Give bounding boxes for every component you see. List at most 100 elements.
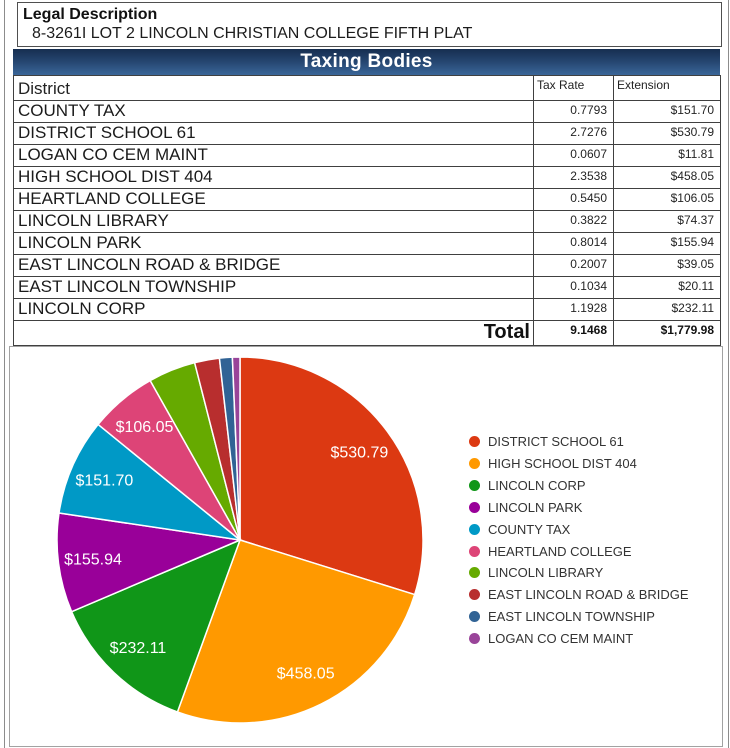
table-row: HEARTLAND COLLEGE 0.5450 $106.05 [13, 188, 721, 211]
cell-tax-rate: 0.0607 [533, 144, 614, 167]
cell-tax-rate: 1.1928 [533, 298, 614, 321]
legend-item: EAST LINCOLN TOWNSHIP [469, 606, 689, 628]
legend-item: LINCOLN PARK [469, 497, 689, 519]
pie-slice-label: $232.11 [110, 640, 167, 657]
pie-slice [176, 539, 416, 724]
page-frame [4, 0, 729, 748]
pie-slice [231, 356, 241, 541]
pie-slice-label: $155.94 [64, 551, 122, 568]
legend-item: DISTRICT SCHOOL 61 [469, 431, 689, 453]
legend-label: COUNTY TAX [488, 521, 571, 537]
cell-district: COUNTY TAX [13, 100, 534, 123]
cell-extension: $20.11 [613, 276, 721, 299]
legend-label: HIGH SCHOOL DIST 404 [488, 456, 637, 472]
legend-item: HIGH SCHOOL DIST 404 [469, 453, 689, 475]
cell-district: EAST LINCOLN ROAD & BRIDGE [13, 254, 534, 277]
cell-tax-rate: 0.1034 [533, 276, 614, 299]
cell-district: EAST LINCOLN TOWNSHIP [13, 276, 534, 299]
cell-district: LINCOLN CORP [13, 298, 534, 321]
pie-slice [56, 512, 243, 613]
legend-item: COUNTY TAX [469, 518, 689, 540]
column-header-district: District [13, 75, 534, 101]
taxing-table-body: COUNTY TAX 0.7793 $151.70 DISTRICT SCHOOL 6… [13, 100, 721, 321]
pie-chart: $530.79 $458.05 $232.11 $155.94 $151.70 $106.… [56, 356, 424, 724]
pie-slice-label: $458.05 [277, 665, 335, 682]
cell-tax-rate: 0.5450 [533, 188, 614, 211]
legend-color-dot [469, 545, 480, 557]
legend-item: LINCOLN LIBRARY [469, 562, 689, 584]
pie-slice-label: $151.70 [75, 473, 133, 490]
table-header-row: District Tax Rate Extension [13, 75, 721, 101]
cell-tax-rate: 2.3538 [533, 166, 614, 189]
cell-extension: $74.37 [613, 210, 721, 233]
cell-district: LOGAN CO CEM MAINT [13, 144, 534, 167]
taxing-bodies-table: District Tax Rate Extension COUNTY TAX 0.… [13, 75, 721, 346]
legend-label: EAST LINCOLN TOWNSHIP [488, 609, 655, 625]
table-row: LINCOLN CORP 1.1928 $232.11 [13, 298, 721, 321]
pie-slice [58, 423, 243, 542]
cell-tax-rate: 0.2007 [533, 254, 614, 277]
taxing-bodies-header: Taxing Bodies [13, 49, 720, 75]
legend-color-dot [469, 501, 480, 513]
legend-item: LINCOLN CORP [469, 475, 689, 497]
cell-tax-rate: 0.8014 [533, 232, 614, 255]
chart-legend: DISTRICT SCHOOL 61 HIGH SCHOOL DIST 404 LI… [469, 431, 689, 649]
legend-color-dot [469, 567, 480, 579]
total-label: Total [13, 320, 534, 346]
cell-extension: $155.94 [613, 232, 721, 255]
column-header-extension: Extension [613, 75, 721, 101]
legend-color-dot [469, 480, 480, 492]
legend-item: EAST LINCOLN ROAD & BRIDGE [469, 584, 689, 606]
legal-description-title: Legal Description [23, 6, 158, 23]
cell-district: HEARTLAND COLLEGE [13, 188, 534, 211]
cell-extension: $232.11 [613, 298, 721, 321]
legend-color-dot [469, 458, 480, 470]
legend-label: DISTRICT SCHOOL 61 [488, 434, 624, 450]
table-row: COUNTY TAX 0.7793 $151.70 [13, 100, 721, 123]
table-row: EAST LINCOLN TOWNSHIP 0.1034 $20.11 [13, 276, 721, 299]
cell-extension: $151.70 [613, 100, 721, 123]
table-row: LINCOLN LIBRARY 0.3822 $74.37 [13, 210, 721, 233]
legend-label: EAST LINCOLN ROAD & BRIDGE [488, 587, 689, 603]
pie-slice [239, 356, 424, 596]
legend-color-dot [469, 436, 480, 448]
table-row: EAST LINCOLN ROAD & BRIDGE 0.2007 $39.05 [13, 254, 721, 277]
total-tax-rate: 9.1468 [533, 320, 614, 346]
cell-district: HIGH SCHOOL DIST 404 [13, 166, 534, 189]
legal-description-value: 8-3261I LOT 2 LINCOLN CHRISTIAN COLLEGE … [32, 25, 473, 42]
cell-district: DISTRICT SCHOOL 61 [13, 122, 534, 145]
table-row: DISTRICT SCHOOL 61 2.7276 $530.79 [13, 122, 721, 145]
cell-tax-rate: 2.7276 [533, 122, 614, 145]
legend-item: HEARTLAND COLLEGE [469, 540, 689, 562]
legend-color-dot [469, 523, 480, 535]
cell-extension: $458.05 [613, 166, 721, 189]
legend-color-dot [469, 611, 480, 623]
legal-description-box: Legal Description 8-3261I LOT 2 LINCOLN … [17, 2, 722, 47]
cell-tax-rate: 0.3822 [533, 210, 614, 233]
table-row: LINCOLN PARK 0.8014 $155.94 [13, 232, 721, 255]
pie-slice-label: $106.05 [116, 419, 174, 436]
cell-extension: $530.79 [613, 122, 721, 145]
cell-district: LINCOLN PARK [13, 232, 534, 255]
legend-label: LINCOLN PARK [488, 499, 583, 515]
table-total-row: Total 9.1468 $1,779.98 [13, 320, 721, 346]
cell-extension: $39.05 [613, 254, 721, 277]
pie-slice [70, 538, 242, 713]
legend-label: LINCOLN CORP [488, 478, 586, 494]
legend-label: LINCOLN LIBRARY [488, 565, 604, 581]
legend-label: HEARTLAND COLLEGE [488, 543, 632, 559]
pie-slice-label: $530.79 [330, 445, 388, 462]
column-header-tax-rate: Tax Rate [533, 75, 614, 101]
legend-item: LOGAN CO CEM MAINT [469, 628, 689, 650]
legend-color-dot [469, 589, 480, 601]
table-row: HIGH SCHOOL DIST 404 2.3538 $458.05 [13, 166, 721, 189]
legend-color-dot [469, 633, 480, 645]
cell-extension: $11.81 [613, 144, 721, 167]
table-row: LOGAN CO CEM MAINT 0.0607 $11.81 [13, 144, 721, 167]
cell-district: LINCOLN LIBRARY [13, 210, 534, 233]
cell-tax-rate: 0.7793 [533, 100, 614, 123]
tax-distribution-chart-box: $530.79 $458.05 $232.11 $155.94 $151.70 $106.… [9, 346, 723, 747]
total-extension: $1,779.98 [613, 320, 721, 346]
legend-label: LOGAN CO CEM MAINT [488, 631, 634, 647]
cell-extension: $106.05 [613, 188, 721, 211]
